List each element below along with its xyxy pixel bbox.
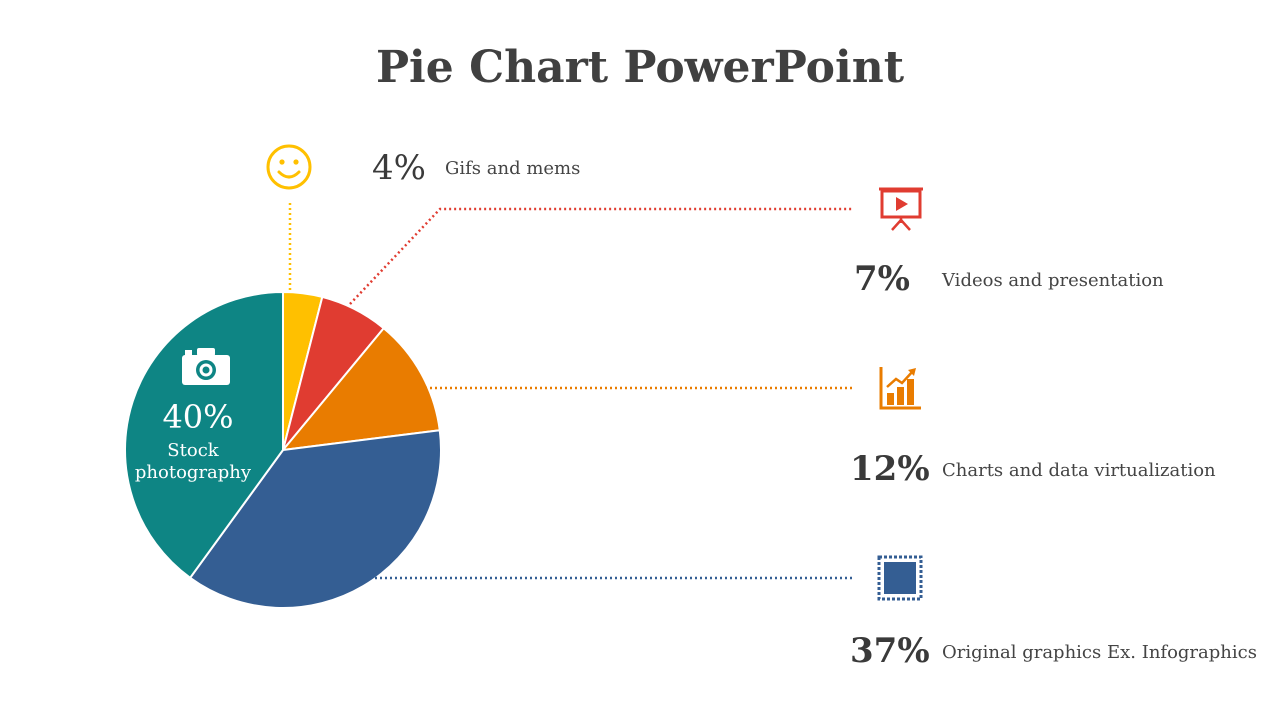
pie-slice-stock-photography — [124, 290, 284, 580]
videos-label: Videos and presentation — [941, 270, 1164, 291]
gifs-percentage: 4% — [372, 148, 426, 188]
charts-percentage: 12% — [850, 449, 930, 489]
stock-label-line2: photography — [135, 462, 252, 483]
videos-percentage: 7% — [854, 259, 910, 299]
stock-label-line1: Stock — [167, 440, 219, 461]
original-percentage: 37% — [850, 631, 930, 671]
bar-chart-icon — [879, 367, 921, 410]
stamp-icon — [877, 555, 923, 601]
pie-slice-charts-and-data-virtualization — [280, 326, 441, 452]
camera-icon — [182, 348, 230, 385]
presentation-video-icon — [879, 187, 923, 231]
charts-label: Charts and data virtualization — [942, 460, 1216, 481]
smiley-icon — [266, 144, 312, 190]
gifs-label: Gifs and mems — [445, 158, 580, 179]
pie-slice-original-graphics-ex-infographics — [188, 429, 442, 609]
videos-connector-line — [349, 207, 852, 305]
page-title: Pie Chart PowerPoint — [376, 42, 905, 93]
pie-chart — [124, 290, 442, 609]
stock-percentage: 40% — [162, 398, 233, 436]
original-label: Original graphics Ex. Infographics — [942, 642, 1257, 663]
